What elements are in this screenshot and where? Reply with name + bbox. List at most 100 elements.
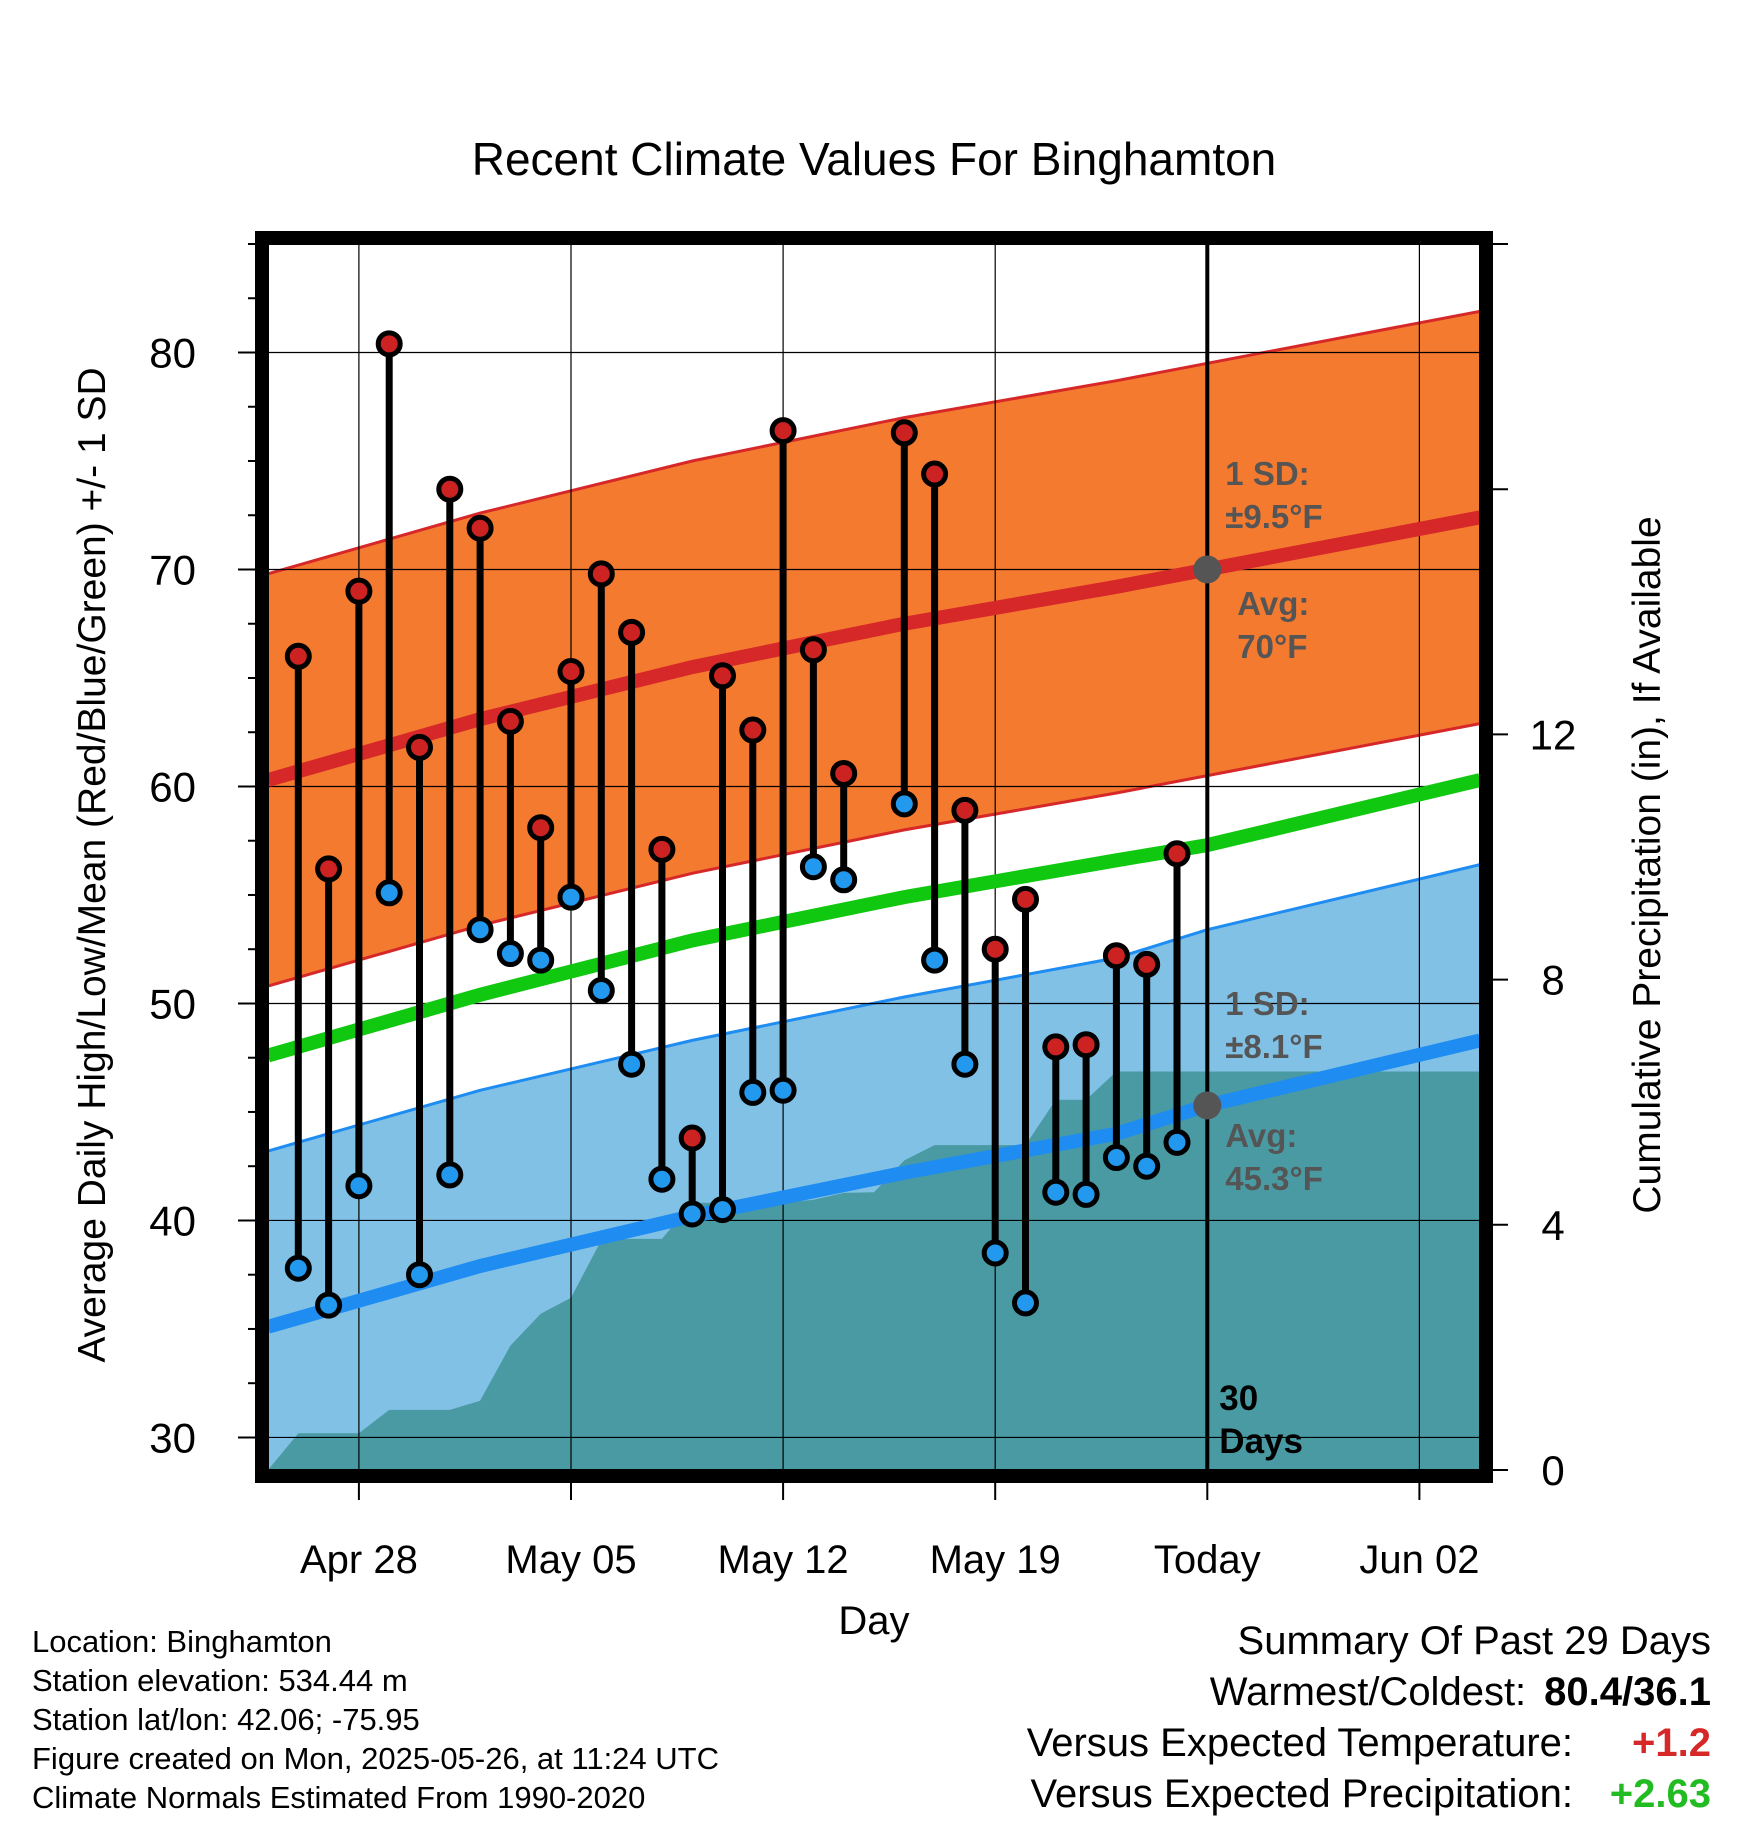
summary-warmest-coldest: Warmest/Coldest: 80.4/36.1: [711, 1667, 1711, 1718]
created-text: Figure created on Mon, 2025-05-26, at 11…: [32, 1741, 719, 1776]
daily-high-marker: [830, 759, 858, 787]
daily-low-marker: [315, 1291, 343, 1319]
daily-low-marker: [951, 1050, 979, 1078]
daily-low-marker: [436, 1161, 464, 1189]
temp-anomaly-value: +1.2: [1632, 1721, 1711, 1765]
daily-low-marker: [648, 1165, 676, 1193]
daily-low-marker: [587, 976, 615, 1004]
x-axis-label: Day: [838, 1599, 909, 1643]
daily-high-marker: [557, 657, 585, 685]
daily-low-marker: [375, 879, 403, 907]
daily-low-marker: [1102, 1144, 1130, 1172]
y-axis-label: Average Daily High/Low/Mean (Red/Blue/Gr…: [71, 367, 114, 1362]
daily-low-marker: [739, 1078, 767, 1106]
x-tick-label: May 12: [718, 1538, 849, 1582]
y2-tick-label: 0: [1541, 1447, 1564, 1494]
summary-temperature: Versus Expected Temperature: +1.2: [711, 1718, 1711, 1769]
daily-high-marker: [799, 636, 827, 664]
summary-precipitation: Versus Expected Precipitation: +2.63: [711, 1769, 1711, 1820]
daily-high-marker: [981, 935, 1009, 963]
window-days-number: 30: [1219, 1379, 1258, 1418]
today-high-normal-marker: [1193, 555, 1222, 584]
daily-high-marker: [739, 716, 767, 744]
daily-low-marker: [345, 1172, 373, 1200]
daily-high-marker: [284, 642, 312, 670]
high-avg-label: Avg:: [1237, 585, 1309, 622]
daily-high-marker: [1163, 840, 1191, 868]
daily-high-marker: [618, 618, 646, 646]
precip-anomaly-label: Versus Expected Precipitation:: [1030, 1772, 1573, 1816]
plot-frame: [255, 231, 1493, 1483]
daily-high-marker: [1042, 1033, 1070, 1061]
y-tick-label: 70: [149, 546, 196, 593]
y-tick-label: 50: [149, 980, 196, 1027]
daily-high-marker: [315, 855, 343, 883]
plot-clipped-layers: 1 SD: ±9.5°F Avg: 70°F 1 SD: ±8.1°F Avg: 45.3°F…: [268, 244, 1480, 1470]
window-days-label: Days: [1219, 1422, 1303, 1461]
low-sd-value: ±8.1°F: [1225, 1028, 1322, 1065]
daily-low-marker: [466, 916, 494, 944]
daily-low-marker: [830, 866, 858, 894]
y-tick-label: 60: [149, 763, 196, 810]
daily-low-marker: [527, 946, 555, 974]
daily-high-marker: [345, 577, 373, 605]
daily-high-marker: [1102, 942, 1130, 970]
y-tick-label: 30: [149, 1414, 196, 1461]
daily-low-marker: [284, 1254, 312, 1282]
daily-high-marker: [1072, 1031, 1100, 1059]
summary-heading: Summary Of Past 29 Days: [1237, 1619, 1711, 1663]
daily-low-marker: [678, 1200, 706, 1228]
today-low-normal-marker: [1193, 1091, 1222, 1120]
warmest-coldest-value: 80.4/36.1: [1544, 1670, 1711, 1714]
daily-high-marker: [769, 417, 797, 445]
daily-high-marker: [921, 460, 949, 488]
plot-area: 1 SD: ±9.5°F Avg: 70°F 1 SD: ±8.1°F Avg: 45.3°F…: [149, 231, 1577, 1582]
precip-anomaly-value: +2.63: [1609, 1772, 1711, 1816]
daily-high-marker: [951, 796, 979, 824]
station-info: Location: Binghamton Station elevation: …: [32, 1622, 932, 1817]
daily-low-marker: [1163, 1128, 1191, 1156]
x-tick-label: Jun 02: [1359, 1538, 1479, 1582]
daily-low-marker: [618, 1050, 646, 1078]
y2-tick-label: 4: [1541, 1202, 1564, 1249]
x-tick-label: May 19: [930, 1538, 1061, 1582]
daily-high-marker: [587, 560, 615, 588]
low-avg-label: Avg:: [1225, 1117, 1297, 1154]
elevation-text: Station elevation: 534.44 m: [32, 1663, 408, 1698]
low-avg-value: 45.3°F: [1225, 1160, 1323, 1197]
location-text: Location: Binghamton: [32, 1624, 332, 1659]
y2-axis-label: Cumulative Precipitation (in), If Availa…: [1626, 516, 1669, 1213]
daily-low-marker: [557, 883, 585, 911]
y2-tick-label: 12: [1530, 711, 1577, 758]
low-sd-label: 1 SD:: [1225, 985, 1309, 1022]
daily-low-marker: [890, 790, 918, 818]
daily-high-marker: [678, 1124, 706, 1152]
daily-low-marker: [769, 1076, 797, 1104]
y2-tick-label: 8: [1541, 957, 1564, 1004]
daily-high-marker: [496, 707, 524, 735]
daily-low-marker: [799, 853, 827, 881]
x-tick-label: May 05: [505, 1538, 636, 1582]
temp-anomaly-label: Versus Expected Temperature:: [1026, 1721, 1573, 1765]
daily-low-marker: [1042, 1178, 1070, 1206]
high-sd-label: 1 SD:: [1225, 455, 1309, 492]
daily-low-marker: [1133, 1152, 1161, 1180]
daily-high-marker: [709, 662, 736, 690]
high-avg-value: 70°F: [1237, 628, 1307, 665]
normals-text: Climate Normals Estimated From 1990-2020: [32, 1780, 646, 1815]
daily-low-marker: [1072, 1180, 1100, 1208]
summary-panel: Summary Of Past 29 Days Warmest/Coldest:…: [711, 1616, 1711, 1820]
daily-high-marker: [466, 514, 494, 542]
daily-high-marker: [890, 419, 918, 447]
x-tick-label: Apr 28: [300, 1538, 418, 1582]
x-tick-label: Today: [1154, 1538, 1261, 1582]
latlon-text: Station lat/lon: 42.06; -75.95: [32, 1702, 420, 1737]
high-sd-value: ±9.5°F: [1225, 498, 1322, 535]
daily-low-marker: [709, 1196, 736, 1224]
daily-low-marker: [921, 946, 949, 974]
daily-high-marker: [648, 835, 676, 863]
y-tick-label: 40: [149, 1197, 196, 1244]
daily-high-marker: [527, 814, 555, 842]
daily-high-marker: [1012, 885, 1039, 913]
daily-low-marker: [981, 1239, 1009, 1267]
